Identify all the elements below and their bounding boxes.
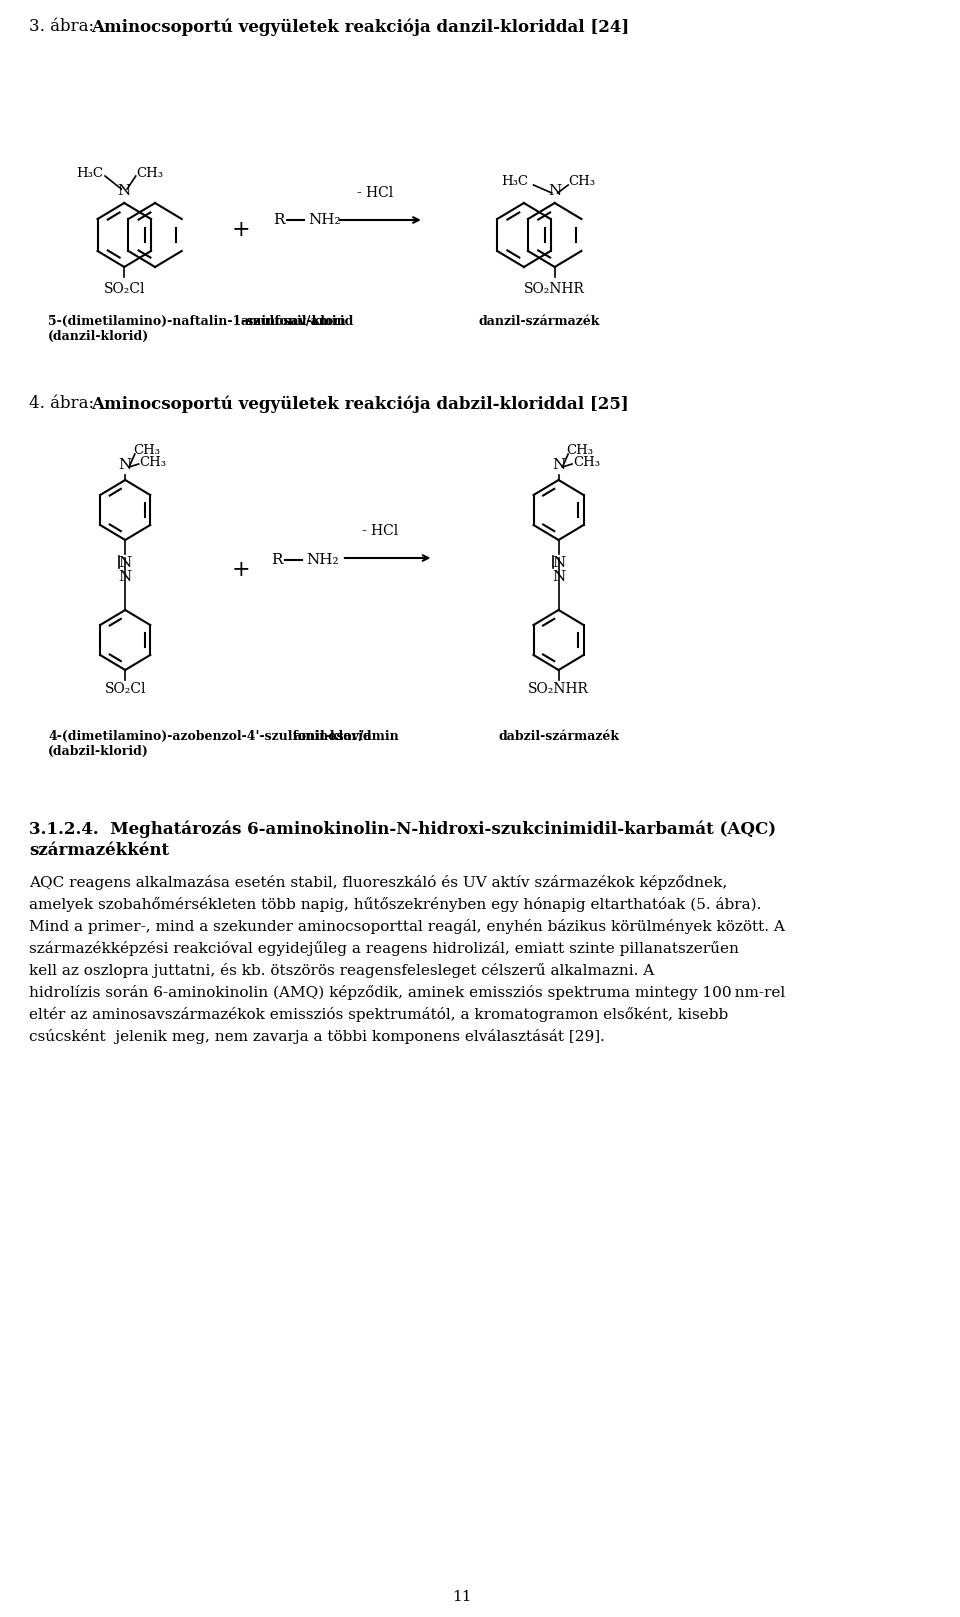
Text: CH₃: CH₃	[139, 456, 167, 469]
Text: N: N	[119, 556, 132, 571]
Text: származékképzési reakcióval egyidejűleg a reagens hidrolizál, emiatt szinte pill: származékképzési reakcióval egyidejűleg …	[29, 941, 739, 956]
Text: +: +	[231, 559, 250, 581]
Text: 3. ábra:: 3. ábra:	[29, 18, 99, 36]
Text: eltér az aminosavszármazékok emissziós spektrumától, a kromatogramon elsőként, k: eltér az aminosavszármazékok emissziós s…	[29, 1007, 728, 1022]
Text: 3.1.2.4.  Meghatározás 6-aminokinolin-N-hidroxi-szukcinimidil-karbamát (AQC): 3.1.2.4. Meghatározás 6-aminokinolin-N-h…	[29, 820, 776, 838]
Text: danzil-származék: danzil-származék	[479, 315, 600, 328]
Text: SO₂Cl: SO₂Cl	[104, 281, 145, 296]
Text: H₃C: H₃C	[501, 175, 528, 188]
Text: N: N	[119, 571, 132, 584]
Text: csúcsként  jelenik meg, nem zavarja a többi komponens elválasztását [29].: csúcsként jelenik meg, nem zavarja a töb…	[29, 1028, 605, 1045]
Text: aminosav/amin: aminosav/amin	[294, 729, 399, 742]
Text: aminosav/amin: aminosav/amin	[241, 315, 347, 328]
Text: Aminocsoportú vegyületek reakciója dabzil-kloriddal [25]: Aminocsoportú vegyületek reakciója dabzi…	[91, 395, 629, 412]
Text: (danzil-klorid): (danzil-klorid)	[48, 330, 150, 343]
Text: N: N	[552, 571, 565, 584]
Text: kell az oszlopra juttatni, és kb. ötszörös reagensfelesleget célszerű alkalmazni: kell az oszlopra juttatni, és kb. ötször…	[29, 964, 654, 978]
Text: dabzil-származék: dabzil-származék	[498, 729, 619, 742]
Text: - HCl: - HCl	[362, 524, 398, 538]
Text: N: N	[118, 184, 131, 197]
Text: CH₃: CH₃	[568, 175, 595, 188]
Text: AQC reagens alkalmazása esetén stabil, fluoreszkáló és UV aktív származékok képz: AQC reagens alkalmazása esetén stabil, f…	[29, 875, 727, 889]
Text: N: N	[552, 556, 565, 571]
Text: 11: 11	[452, 1590, 472, 1604]
Text: +: +	[231, 218, 250, 241]
Text: SO₂NHR: SO₂NHR	[528, 682, 589, 695]
Text: amelyek szobahőmérsékleten több napig, hűtőszekrényben egy hónapig eltarthatóak : amelyek szobahőmérsékleten több napig, h…	[29, 897, 761, 912]
Text: CH₃: CH₃	[135, 167, 163, 179]
Text: 4. ábra:: 4. ábra:	[29, 395, 99, 412]
Text: SO₂NHR: SO₂NHR	[524, 281, 586, 296]
Text: 5-(dimetilamino)-naftalin-1-szulfonil-klorid: 5-(dimetilamino)-naftalin-1-szulfonil-kl…	[48, 315, 353, 328]
Text: 4-(dimetilamino)-azobenzol-4'-szulfonil-klorid: 4-(dimetilamino)-azobenzol-4'-szulfonil-…	[48, 729, 372, 742]
Text: N: N	[119, 458, 132, 472]
Text: CH₃: CH₃	[566, 443, 593, 456]
Text: CH₃: CH₃	[573, 456, 600, 469]
Text: (dabzil-klorid): (dabzil-klorid)	[48, 745, 149, 758]
Text: R: R	[272, 553, 283, 568]
Text: H₃C: H₃C	[76, 167, 103, 179]
Text: Mind a primer-, mind a szekunder aminocsoporttal reagál, enyhén bázikus körülmén: Mind a primer-, mind a szekunder aminocs…	[29, 918, 784, 935]
Text: - HCl: - HCl	[357, 186, 394, 201]
Text: NH₂: NH₂	[306, 553, 339, 568]
Text: Aminocsoportú vegyületek reakciója danzil-kloriddal [24]: Aminocsoportú vegyületek reakciója danzi…	[91, 18, 630, 36]
Text: N: N	[552, 458, 565, 472]
Text: hidrolízis során 6-aminokinolin (AMQ) képződik, aminek emissziós spektruma minte: hidrolízis során 6-aminokinolin (AMQ) ké…	[29, 985, 785, 999]
Text: SO₂Cl: SO₂Cl	[105, 682, 146, 695]
Text: származékként: származékként	[29, 842, 169, 859]
Text: N: N	[548, 184, 562, 197]
Text: NH₂: NH₂	[308, 213, 341, 226]
Text: CH₃: CH₃	[132, 443, 160, 456]
Text: R: R	[274, 213, 285, 226]
